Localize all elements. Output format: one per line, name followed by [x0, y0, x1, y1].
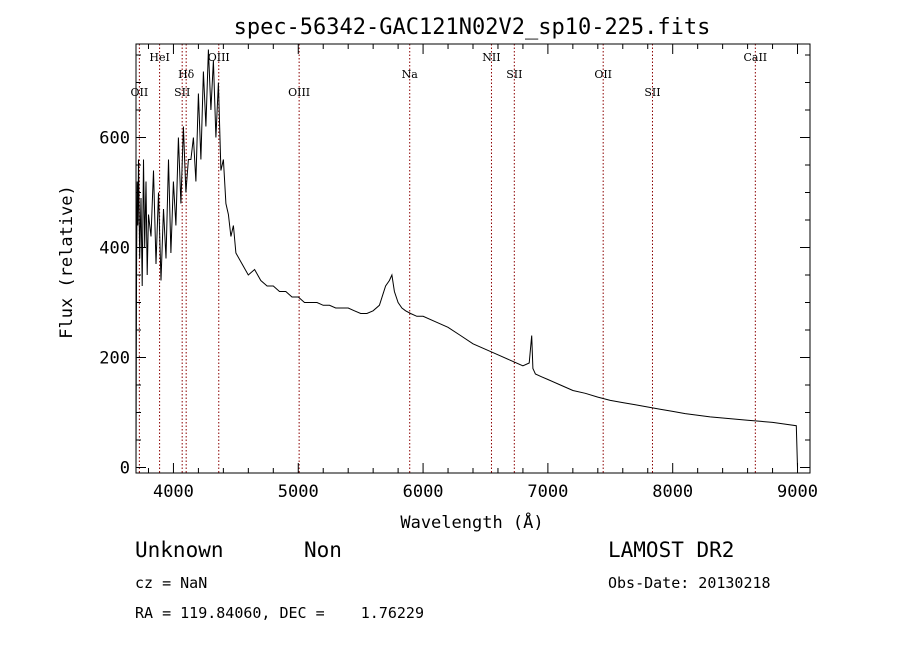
emission-line-label: SII — [174, 86, 190, 99]
y-tick-label: 0 — [120, 459, 130, 479]
x-tick-label: 8000 — [652, 482, 693, 502]
x-axis-label: Wavelength (Å) — [400, 511, 543, 533]
obs-date-text: Obs-Date: 20130218 — [608, 574, 771, 592]
chart-title: spec-56342-GAC121N02V2_sp10-225.fits — [234, 15, 711, 40]
emission-line-label: CaII — [743, 51, 767, 64]
emission-line-label: Hδ — [178, 68, 195, 81]
y-tick-label: 200 — [99, 349, 130, 369]
x-tick-label: 5000 — [278, 482, 319, 502]
y-tick-label: 400 — [99, 239, 130, 259]
coordinates-text: RA = 119.84060, DEC = 1.76229 — [135, 604, 424, 622]
survey-name: LAMOST DR2 — [608, 538, 735, 562]
spectrum-line — [135, 49, 798, 468]
emission-line-label: Na — [402, 68, 419, 81]
emission-line-label: SII — [506, 68, 522, 81]
y-tick-label: 600 — [99, 129, 130, 149]
object-class: Unknown — [135, 538, 224, 562]
emission-lines: OII HeI Hδ SII OIII OIII Na NII SII OII SII CaII — [131, 44, 767, 473]
y-axis: 0 200 400 600 — [99, 54, 810, 479]
object-subclass: Non — [304, 538, 342, 562]
x-tick-label: 7000 — [527, 482, 568, 502]
emission-line-label: OII — [131, 86, 149, 99]
x-axis: 4000 5000 6000 7000 8000 9000 — [147, 44, 818, 502]
emission-line-label: NII — [482, 51, 500, 64]
emission-line-label: SII — [644, 86, 660, 99]
plot-frame — [135, 43, 811, 474]
emission-line-label: OIII — [208, 51, 230, 64]
y-axis-label: Flux (relative) — [57, 185, 77, 339]
x-tick-label: 4000 — [153, 482, 194, 502]
emission-line-label: OII — [594, 68, 612, 81]
x-tick-label: 6000 — [403, 482, 444, 502]
emission-line-label: HeI — [149, 51, 169, 64]
redshift-text: cz = NaN — [135, 574, 208, 592]
x-tick-label: 9000 — [777, 482, 818, 502]
series-layer — [135, 49, 798, 468]
emission-line-label: OIII — [288, 86, 310, 99]
